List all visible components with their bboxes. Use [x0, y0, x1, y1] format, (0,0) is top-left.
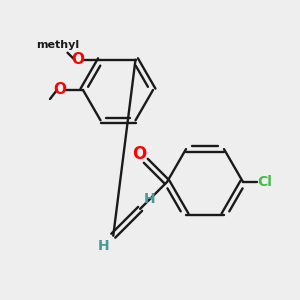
Text: O: O — [132, 145, 146, 163]
Text: Cl: Cl — [258, 175, 272, 189]
Text: O: O — [71, 52, 84, 67]
Text: H: H — [144, 192, 156, 206]
Text: O: O — [53, 82, 67, 98]
Text: methyl: methyl — [36, 40, 79, 50]
Text: H: H — [98, 238, 109, 253]
